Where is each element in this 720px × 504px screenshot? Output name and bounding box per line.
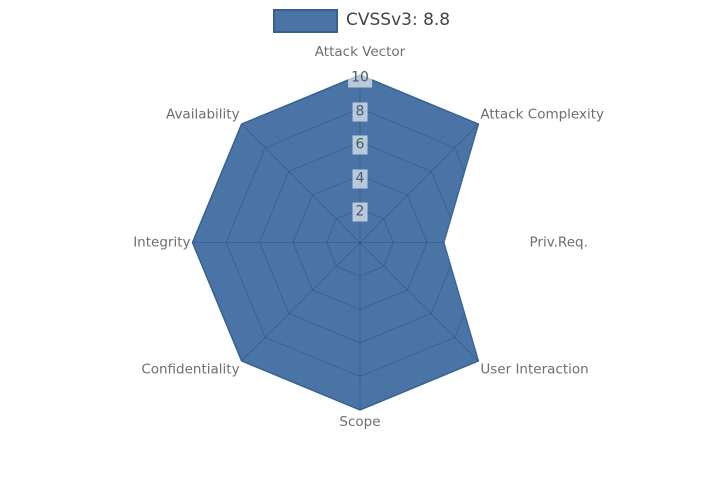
legend: CVSSv3: 8.8 <box>273 8 450 33</box>
grid-spoke <box>241 242 361 362</box>
grid-spoke <box>359 242 479 362</box>
radar-data-polygon <box>191 74 480 411</box>
legend-swatch <box>273 8 338 33</box>
radar-grid <box>192 75 479 410</box>
grid-spoke <box>241 123 361 243</box>
grid-ring <box>292 174 428 311</box>
grid-spoke <box>359 123 479 243</box>
grid-ring <box>258 141 462 344</box>
grid-ring <box>192 75 479 410</box>
legend-label: CVSSv3: 8.8 <box>346 10 451 30</box>
radar-chart <box>191 74 480 411</box>
grid-ring <box>325 208 395 277</box>
